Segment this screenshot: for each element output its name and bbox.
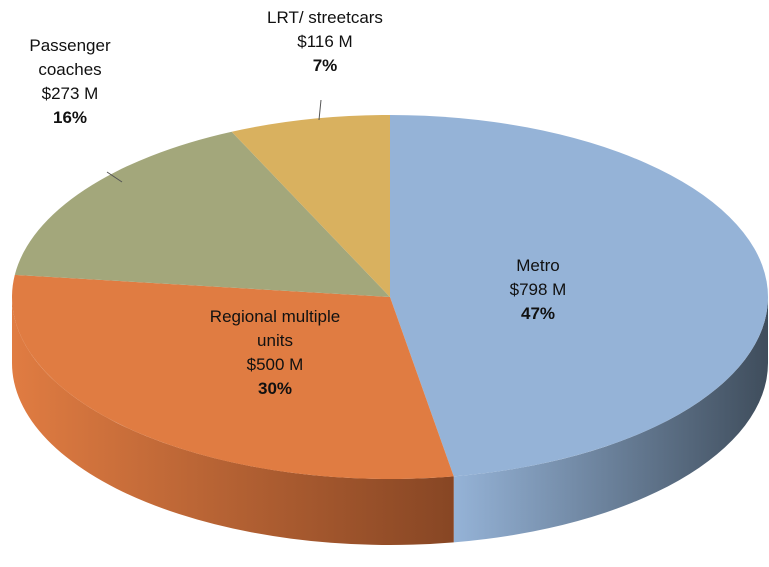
percent-label: 16% bbox=[52, 108, 88, 127]
slice-side bbox=[11, 297, 454, 545]
percent-label: 30% bbox=[257, 379, 293, 398]
category-label: LRT/ streetcars bbox=[267, 8, 383, 27]
leader-line bbox=[106, 171, 123, 183]
category-label: Passenger coaches bbox=[29, 36, 111, 79]
slice-label: Metro $798 M 47% bbox=[468, 254, 608, 326]
category-label: Metro bbox=[516, 256, 560, 275]
category-label: Regional multiple units bbox=[209, 307, 341, 350]
slice bbox=[231, 115, 390, 297]
slice-label: LRT/ streetcars $116 M 7% bbox=[230, 6, 420, 78]
slice bbox=[390, 115, 769, 477]
value-label: $798 M bbox=[509, 280, 567, 299]
leader-line bbox=[318, 99, 322, 121]
percent-label: 7% bbox=[312, 56, 338, 75]
slice-label: Regional multiple units $500 M 30% bbox=[195, 305, 355, 401]
value-label: $500 M bbox=[246, 355, 304, 374]
value-label: $116 M bbox=[297, 32, 353, 51]
slice bbox=[12, 274, 454, 479]
value-label: $273 M bbox=[41, 84, 99, 103]
slice bbox=[14, 131, 391, 297]
slice-side bbox=[453, 297, 768, 543]
percent-label: 47% bbox=[520, 304, 556, 323]
slice-label: Passenger coaches $273 M 16% bbox=[10, 34, 130, 130]
